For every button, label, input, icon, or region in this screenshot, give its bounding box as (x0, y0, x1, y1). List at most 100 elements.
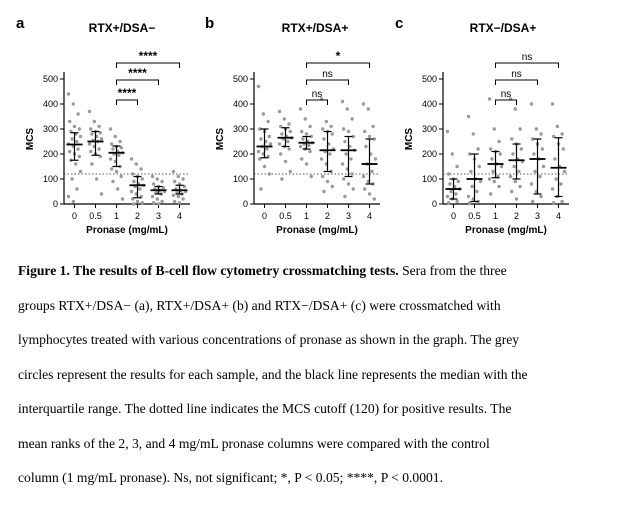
data-point (367, 134, 372, 139)
data-point (71, 102, 76, 106)
data-point (256, 84, 261, 89)
significance-label: ns (322, 69, 333, 80)
significance-bracket (116, 62, 180, 68)
data-point (454, 192, 458, 196)
data-point (262, 164, 267, 169)
data-point (373, 157, 378, 161)
data-point (72, 124, 77, 129)
data-point (119, 146, 124, 150)
data-point (135, 199, 140, 204)
data-point (119, 174, 124, 179)
significance-bracket (116, 79, 159, 85)
data-point (256, 149, 261, 154)
y-tick-label: 400 (43, 99, 58, 109)
data-point (268, 142, 273, 146)
data-point (350, 117, 354, 121)
data-point (455, 164, 459, 169)
data-point (155, 197, 159, 201)
data-point (363, 187, 367, 191)
data-point (351, 187, 355, 191)
significance-bracket (495, 79, 538, 85)
significance-bracket (306, 62, 370, 68)
data-point (448, 182, 452, 186)
data-point (259, 187, 263, 191)
data-point (497, 139, 501, 144)
panel-title: RTX−/DSA+ (470, 21, 537, 35)
data-point (171, 169, 176, 174)
y-tick-label: 300 (233, 124, 248, 134)
data-point (531, 199, 535, 204)
data-point (90, 162, 94, 166)
data-point (511, 152, 515, 156)
data-point (361, 102, 366, 106)
data-point (70, 177, 74, 181)
data-point (75, 187, 79, 191)
data-point (71, 199, 76, 204)
data-point (75, 139, 79, 144)
data-point (330, 132, 334, 136)
x-tick-label: 4 (556, 211, 561, 221)
data-point (456, 179, 460, 184)
data-point (68, 119, 72, 124)
data-point (346, 182, 351, 186)
data-point (372, 137, 376, 141)
data-point (288, 129, 292, 134)
data-point (372, 197, 376, 201)
data-point (110, 142, 114, 146)
data-point (445, 129, 450, 134)
data-point (173, 199, 177, 204)
significance-label: ns (522, 52, 533, 63)
data-point (450, 152, 454, 156)
data-point (129, 189, 134, 194)
data-point (325, 179, 330, 184)
significance-bracket (306, 99, 328, 105)
data-point (466, 194, 471, 199)
data-point (156, 202, 161, 206)
data-point (561, 147, 565, 151)
data-point (470, 184, 474, 189)
y-axis-label: MCS (404, 128, 415, 151)
x-tick-label: 0 (451, 211, 456, 221)
data-point (113, 134, 118, 139)
caption-line-4: circles represent the results for each s… (18, 366, 528, 382)
y-tick-label: 200 (233, 149, 248, 159)
data-point (445, 194, 450, 199)
caption-line-5: interquartile range. The dotted line ind… (18, 401, 512, 416)
data-point (370, 169, 374, 174)
data-point (349, 157, 353, 161)
data-point (512, 164, 516, 169)
data-point (129, 157, 134, 161)
significance-label: **** (128, 66, 147, 80)
data-point (466, 114, 471, 119)
x-tick-label: 1 (304, 211, 309, 221)
data-point (282, 117, 286, 121)
data-point (87, 109, 92, 114)
data-point (300, 157, 304, 161)
figure-caption: Figure 1. The results of B-cell flow cyt… (18, 254, 618, 496)
data-point (490, 157, 494, 161)
y-tick-label: 100 (233, 174, 248, 184)
data-point (97, 147, 101, 151)
data-point (287, 122, 291, 126)
data-point (89, 149, 93, 154)
data-point (559, 182, 563, 186)
data-point (510, 137, 514, 141)
significance-bracket (306, 79, 349, 85)
data-point (562, 169, 567, 174)
x-tick-label: 0.5 (89, 211, 102, 221)
data-point (498, 152, 502, 156)
significance-bracket (116, 99, 138, 105)
significance-label: ns (501, 89, 512, 100)
data-point (497, 184, 501, 189)
data-point (120, 197, 125, 201)
data-point (560, 132, 564, 136)
data-point (140, 201, 144, 205)
data-point (361, 174, 366, 179)
data-point (539, 194, 543, 199)
data-point (508, 174, 513, 179)
data-point (118, 139, 122, 144)
data-point (114, 169, 119, 174)
data-point (280, 177, 284, 181)
data-point (176, 174, 180, 179)
